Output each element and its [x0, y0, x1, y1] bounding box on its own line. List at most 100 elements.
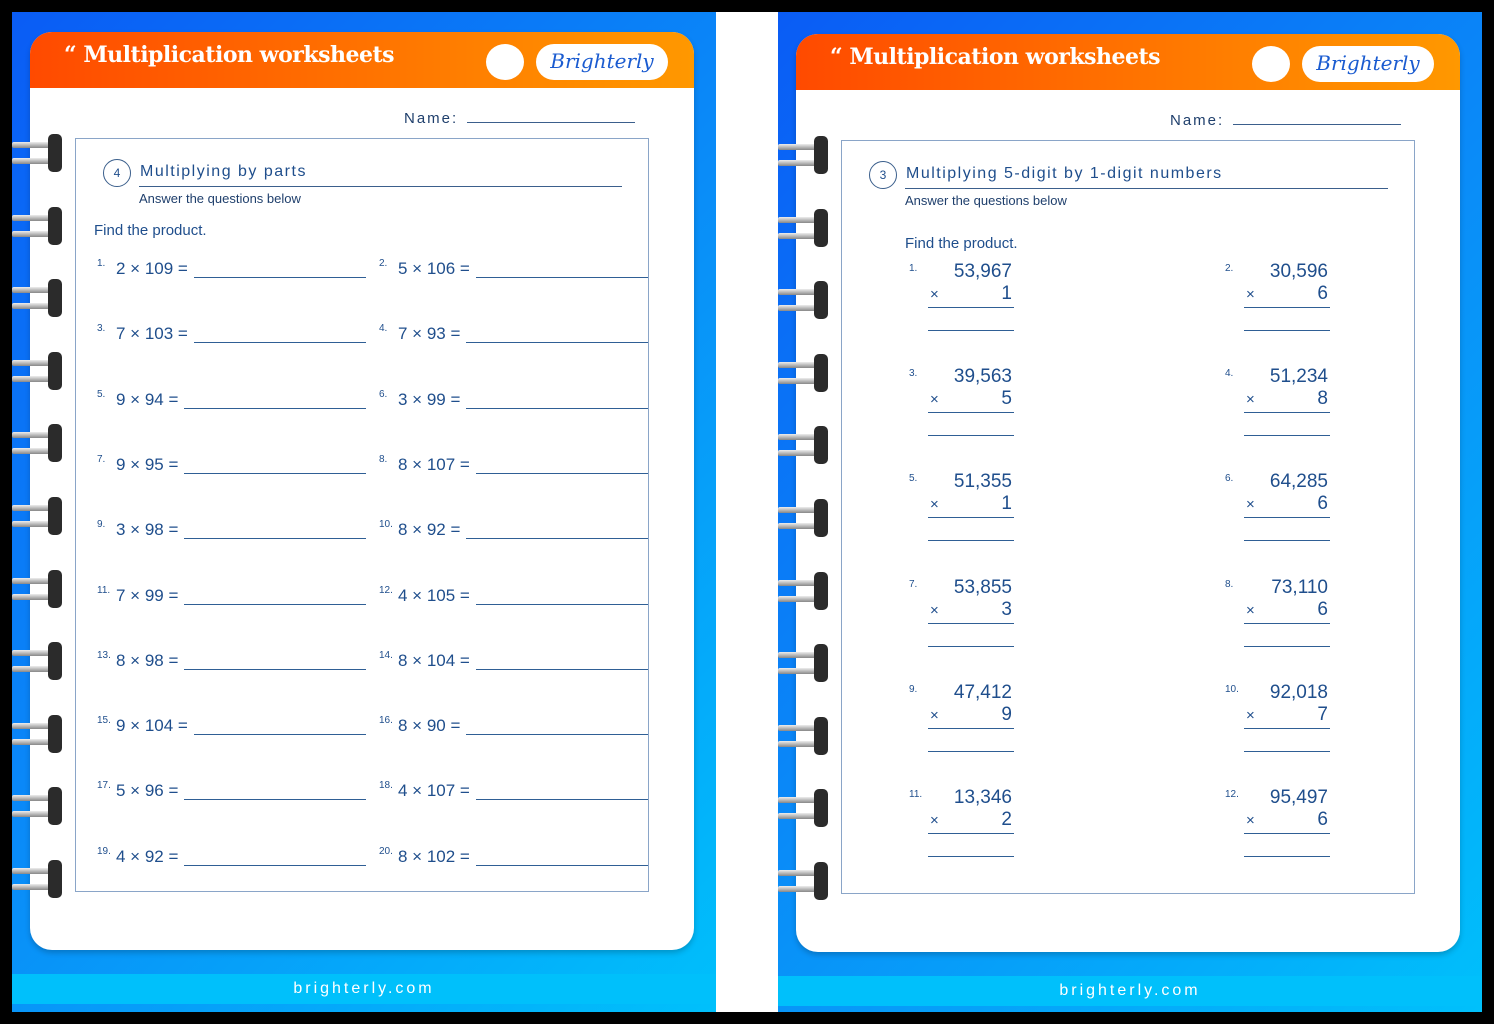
- ring-wire: [12, 666, 52, 673]
- spiral-ring-icon: [778, 281, 830, 320]
- problem: 14. 8 × 104 =: [376, 649, 650, 673]
- problem: 16. 8 × 90 =: [376, 714, 650, 738]
- answer-blank[interactable]: [476, 472, 648, 474]
- problem: 8. 73,110 × 6: [1222, 577, 1332, 657]
- problem-expression: 7 × 99 =: [116, 585, 179, 605]
- problem-number: 10.: [1225, 683, 1239, 695]
- answer-blank[interactable]: [1244, 540, 1330, 542]
- times-symbol: ×: [930, 601, 939, 619]
- spiral-ring-icon: [12, 134, 64, 172]
- product-line: [928, 517, 1014, 519]
- problem-box: 3 Multiplying 5-digit by 1-digit numbers…: [841, 140, 1415, 894]
- ring-loop: [814, 281, 828, 320]
- problem-number: 10.: [379, 519, 393, 531]
- answer-blank[interactable]: [194, 342, 366, 344]
- problem-expression: 8 × 90 =: [398, 716, 461, 736]
- name-field[interactable]: [467, 122, 635, 123]
- problem: 11. 13,346 × 2: [906, 787, 1016, 867]
- answer-blank[interactable]: [184, 538, 366, 540]
- product-line: [928, 412, 1014, 414]
- answer-blank[interactable]: [184, 407, 366, 409]
- multiplier: 8: [1317, 388, 1328, 410]
- answer-blank[interactable]: [476, 603, 648, 605]
- multiplicand: 64,285: [1269, 471, 1328, 493]
- spiral-ring-icon: [12, 497, 64, 535]
- problem-expression: 7 × 103 =: [116, 324, 188, 344]
- problem: 3. 39,563 × 5: [906, 366, 1016, 446]
- answer-blank[interactable]: [184, 472, 366, 474]
- ring-wire: [12, 650, 52, 657]
- header-title: “ Multiplication worksheets: [830, 44, 1161, 70]
- spiral-ring-icon: [12, 206, 64, 245]
- problem-number: 20.: [379, 845, 393, 857]
- ring-wire: [778, 361, 818, 368]
- answer-blank[interactable]: [466, 734, 648, 736]
- answer-blank[interactable]: [1244, 645, 1330, 647]
- problem-number: 11.: [97, 584, 111, 596]
- footer-url[interactable]: brighterly.com: [12, 974, 716, 1004]
- problem-number: 4.: [379, 323, 388, 335]
- page-gap: [716, 12, 778, 1012]
- ring-loop: [48, 714, 62, 753]
- answer-blank[interactable]: [184, 799, 366, 801]
- problem-expression: 3 × 98 =: [116, 520, 179, 540]
- spiral-ring-icon: [778, 426, 830, 465]
- answer-blank[interactable]: [928, 540, 1014, 542]
- answer-blank[interactable]: [928, 750, 1014, 752]
- problem: 3. 7 × 103 =: [94, 322, 367, 346]
- answer-blank[interactable]: [1244, 435, 1330, 437]
- answer-blank[interactable]: [928, 856, 1014, 857]
- section-underline: [139, 186, 622, 187]
- answer-blank[interactable]: [194, 734, 366, 736]
- answer-blank[interactable]: [466, 538, 648, 540]
- problem-number: 5.: [97, 388, 106, 400]
- answer-blank[interactable]: [1244, 330, 1330, 331]
- answer-blank[interactable]: [184, 668, 366, 670]
- answer-blank[interactable]: [466, 342, 648, 344]
- answer-blank[interactable]: [476, 799, 648, 801]
- answer-blank[interactable]: [184, 603, 366, 605]
- multiplier: 3: [1001, 598, 1012, 620]
- ring-loop: [48, 134, 62, 172]
- multiplier: 6: [1317, 283, 1328, 304]
- answer-blank[interactable]: [1244, 856, 1330, 857]
- problem: 20. 8 × 102 =: [376, 845, 650, 869]
- times-symbol: ×: [930, 391, 939, 409]
- answer-blank[interactable]: [476, 668, 648, 670]
- ring-loop: [814, 789, 828, 828]
- problem-number: 3.: [909, 368, 918, 380]
- problem: 10. 8 × 92 =: [376, 518, 650, 542]
- multiplicand: 53,967: [953, 261, 1012, 282]
- spiral-ring-icon: [778, 353, 830, 392]
- problem-number: 2.: [379, 258, 388, 269]
- answer-blank[interactable]: [476, 277, 648, 278]
- times-symbol: ×: [930, 812, 939, 829]
- ring-wire: [778, 870, 818, 876]
- worksheet-page-right: “ Multiplication worksheets Brighterly N…: [778, 12, 1482, 1012]
- header-title: “ Multiplication worksheets: [64, 42, 395, 68]
- name-field[interactable]: [1233, 124, 1401, 125]
- problem-number: 1.: [909, 263, 918, 274]
- answer-blank[interactable]: [194, 277, 366, 278]
- answer-blank[interactable]: [928, 330, 1014, 331]
- problem-expression: 8 × 102 =: [398, 846, 470, 866]
- header-banner: “ Multiplication worksheets Brighterly: [796, 34, 1460, 90]
- problem-number: 8.: [1225, 578, 1234, 590]
- answer-blank[interactable]: [184, 864, 366, 866]
- ring-loop: [814, 136, 828, 174]
- answer-blank[interactable]: [928, 435, 1014, 437]
- problem-number: 15.: [97, 715, 111, 727]
- ring-loop: [48, 860, 62, 898]
- multiplicand: 51,355: [953, 471, 1012, 493]
- answer-blank[interactable]: [476, 864, 648, 866]
- footer-url[interactable]: brighterly.com: [778, 976, 1482, 1006]
- problem-box: 4 Multiplying by parts Answer the questi…: [75, 138, 649, 892]
- answer-blank[interactable]: [928, 645, 1014, 647]
- answer-blank[interactable]: [466, 407, 648, 409]
- ring-wire: [778, 160, 818, 166]
- problem-number: 16.: [379, 715, 393, 727]
- answer-blank[interactable]: [1244, 750, 1330, 752]
- section-underline: [905, 188, 1388, 189]
- problem-expression: 7 × 93 =: [398, 324, 461, 344]
- times-symbol: ×: [930, 496, 939, 514]
